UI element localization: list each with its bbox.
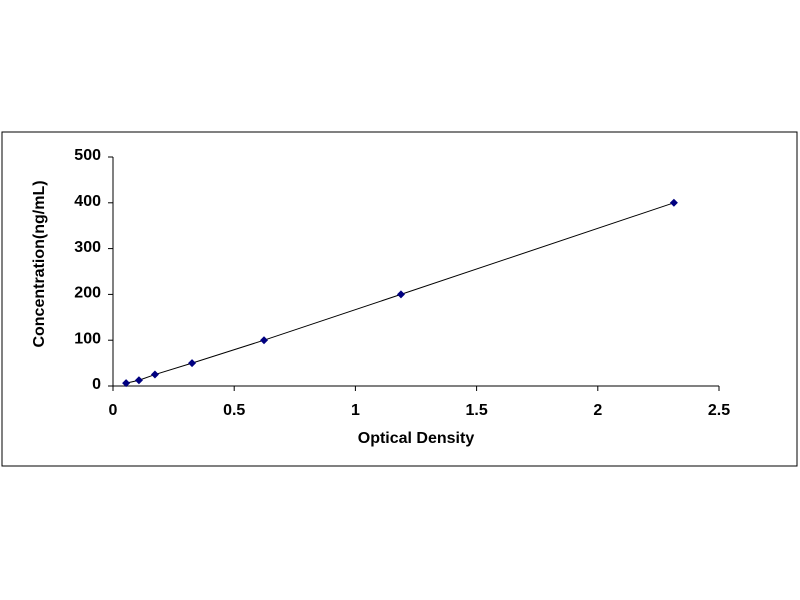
chart-frame — [1, 131, 798, 467]
x-tick-label: 2 — [593, 402, 602, 419]
data-point — [188, 359, 197, 368]
x-tick-label: 0 — [109, 402, 118, 419]
y-tick-label: 300 — [74, 239, 101, 256]
data-point — [669, 198, 678, 207]
data-point — [122, 379, 131, 388]
y-tick-label: 0 — [92, 376, 101, 393]
y-tick-label: 500 — [74, 147, 101, 164]
x-tick-label: 0.5 — [223, 402, 245, 419]
y-tick-label: 400 — [74, 193, 101, 210]
y-axis-title: Concentration(ng/mL) — [31, 180, 48, 347]
x-tick-label: 1.5 — [465, 402, 487, 419]
y-tick-label: 100 — [74, 330, 101, 347]
x-tick-label: 1 — [351, 402, 360, 419]
y-tick-label: 200 — [74, 285, 101, 302]
x-tick-label: 2.5 — [708, 402, 730, 419]
data-point — [150, 370, 159, 379]
data-point — [134, 376, 143, 385]
data-point — [260, 336, 269, 345]
x-axis-title: Optical Density — [358, 430, 475, 447]
data-point — [396, 290, 405, 299]
